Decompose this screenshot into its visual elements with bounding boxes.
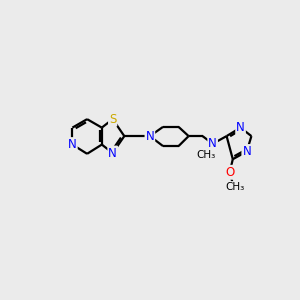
Text: N: N bbox=[236, 121, 245, 134]
Text: CH₃: CH₃ bbox=[197, 150, 216, 160]
Text: N: N bbox=[146, 130, 154, 142]
Text: N: N bbox=[242, 145, 251, 158]
Text: CH₃: CH₃ bbox=[226, 182, 245, 192]
Text: S: S bbox=[109, 113, 116, 126]
Text: N: N bbox=[208, 137, 217, 150]
Text: N: N bbox=[108, 146, 117, 160]
Text: N: N bbox=[68, 138, 77, 151]
Text: O: O bbox=[225, 166, 234, 179]
